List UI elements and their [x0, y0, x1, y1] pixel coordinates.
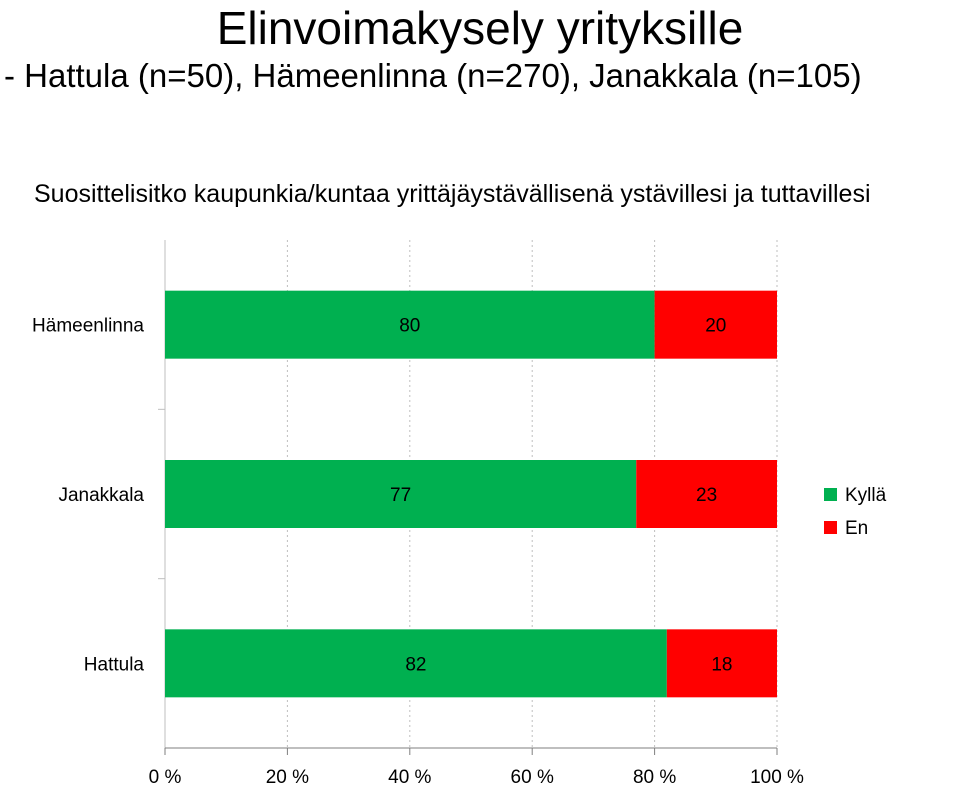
bar-segment — [165, 629, 667, 698]
legend-swatch — [824, 488, 837, 501]
category-label: Hämeenlinna — [32, 316, 144, 337]
x-tick-label: 20 % — [266, 767, 309, 786]
bar-segment — [636, 460, 777, 528]
x-tick-label: 80 % — [633, 767, 676, 786]
stacked-bar-chart: 0 % 20 % 40 % 60 % 80 % 100 % Hämeenlinna 80 20 J… — [32, 240, 887, 786]
x-tick-label: 60 % — [511, 767, 554, 786]
data-label: 23 — [696, 485, 717, 506]
x-tick-label: 100 % — [750, 767, 804, 786]
data-label: 80 — [399, 316, 420, 337]
data-label: 77 — [390, 485, 411, 506]
data-label: 18 — [711, 654, 732, 675]
survey-question: Suosittelisitko kaupunkia/kuntaa yrittäj… — [34, 180, 871, 208]
x-tick-label: 0 % — [149, 767, 182, 786]
legend-label: Kyllä — [845, 485, 887, 506]
data-label: 20 — [705, 316, 726, 337]
page-subtitle: - Hattula (n=50), Hämeenlinna (n=270), J… — [4, 57, 862, 94]
legend-swatch — [824, 521, 837, 534]
category-label: Hattula — [84, 654, 145, 675]
data-label: 82 — [405, 654, 426, 675]
bar-segment — [165, 460, 637, 528]
bar-segment — [165, 290, 655, 359]
bar-segment — [654, 290, 777, 359]
x-tick-label: 40 % — [388, 767, 431, 786]
category-label: Janakkala — [58, 485, 144, 506]
page-title: Elinvoimakysely yrityksille — [216, 2, 744, 54]
bar-segment — [666, 629, 777, 698]
legend-label: En — [845, 518, 868, 539]
